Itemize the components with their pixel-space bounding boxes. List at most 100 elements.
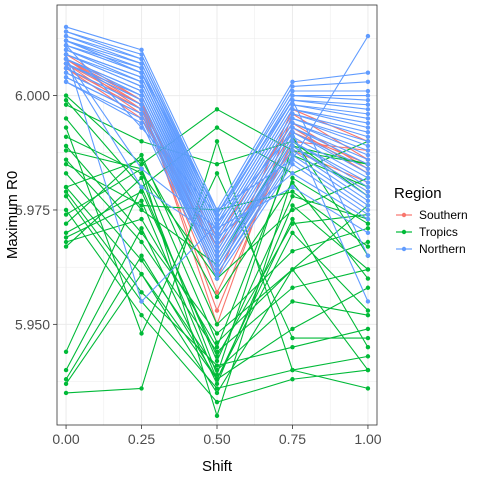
data-point-tropics	[63, 349, 69, 354]
data-point-northern	[214, 258, 220, 263]
data-point-tropics	[365, 285, 371, 290]
data-point-tropics	[290, 367, 295, 373]
data-point-northern	[214, 267, 220, 272]
data-point-northern	[365, 93, 371, 98]
data-point-northern	[365, 157, 371, 162]
data-point-northern	[365, 33, 371, 39]
data-point-tropics	[290, 248, 295, 254]
data-point-tropics	[63, 157, 69, 162]
data-point-northern	[365, 198, 371, 204]
data-point-tropics	[139, 230, 144, 236]
y-tick-label: 5.950	[15, 316, 50, 332]
data-point-tropics	[63, 102, 69, 107]
data-point-northern	[139, 65, 144, 71]
data-point-northern	[365, 175, 371, 181]
data-point-tropics	[63, 171, 69, 176]
data-point-northern	[290, 148, 295, 153]
data-point-northern	[365, 79, 371, 85]
data-point-tropics	[290, 267, 295, 272]
data-point-northern	[63, 24, 69, 30]
data-point-tropics	[214, 340, 220, 345]
data-point-tropics	[365, 267, 371, 272]
data-point-northern	[365, 207, 371, 213]
data-point-tropics	[290, 207, 295, 213]
data-point-tropics	[214, 107, 220, 112]
data-point-tropics	[290, 180, 295, 185]
data-point-northern	[63, 38, 69, 43]
data-point-northern	[365, 166, 371, 171]
data-point-southern	[214, 290, 220, 295]
data-point-tropics	[290, 377, 295, 382]
data-point-northern	[365, 129, 371, 135]
data-point-northern	[214, 207, 220, 213]
data-point-tropics	[290, 326, 295, 332]
data-point-northern	[139, 52, 144, 57]
data-point-northern	[214, 230, 220, 236]
data-point-tropics	[139, 216, 144, 222]
data-point-northern	[365, 216, 371, 222]
data-point-tropics	[365, 335, 371, 341]
legend-label-tropics: Tropics	[419, 225, 458, 239]
data-point-northern	[63, 61, 69, 66]
data-point-northern	[290, 111, 295, 117]
data-point-northern	[214, 235, 220, 240]
data-point-northern	[139, 116, 144, 121]
data-point-northern	[139, 107, 144, 112]
data-point-northern	[139, 61, 144, 66]
data-point-tropics	[63, 230, 69, 236]
data-point-tropics	[139, 226, 144, 231]
data-point-tropics	[214, 162, 220, 167]
data-point-northern	[290, 157, 295, 162]
data-point-tropics	[63, 390, 69, 396]
data-point-northern	[139, 120, 144, 126]
data-point-northern	[139, 84, 144, 89]
data-point-tropics	[290, 221, 295, 226]
data-point-tropics	[214, 413, 220, 419]
data-point-northern	[63, 79, 69, 85]
data-point-tropics	[63, 235, 69, 240]
data-point-northern	[214, 248, 220, 254]
data-point-northern	[365, 97, 371, 103]
data-point-tropics	[139, 312, 144, 318]
data-point-northern	[290, 143, 295, 149]
data-point-northern	[139, 88, 144, 94]
data-point-tropics	[365, 326, 371, 332]
data-point-northern	[214, 244, 220, 249]
data-point-northern	[63, 65, 69, 71]
data-point-tropics	[139, 207, 144, 213]
data-point-tropics	[139, 253, 144, 258]
x-tick-label: 0.00	[52, 431, 79, 447]
data-point-northern	[365, 111, 371, 117]
data-point-tropics	[139, 175, 144, 181]
data-point-northern	[365, 152, 371, 158]
data-point-tropics	[63, 221, 69, 226]
data-point-northern	[365, 171, 371, 176]
data-point-northern	[63, 29, 69, 34]
data-point-northern	[214, 239, 220, 245]
data-point-northern	[214, 253, 220, 258]
data-point-northern	[63, 70, 69, 75]
data-point-tropics	[214, 390, 220, 396]
data-point-tropics	[63, 244, 69, 249]
data-point-tropics	[214, 354, 220, 359]
data-point-tropics	[139, 171, 144, 176]
data-point-tropics	[139, 189, 144, 194]
data-point-tropics	[139, 162, 144, 167]
data-point-tropics	[290, 299, 295, 304]
data-point-northern	[214, 226, 220, 231]
data-point-northern	[139, 111, 144, 117]
legend-key-point-northern	[401, 246, 407, 252]
x-tick-label: 0.50	[203, 431, 230, 447]
data-point-northern	[139, 102, 144, 107]
data-point-tropics	[214, 171, 220, 176]
data-point-tropics	[290, 335, 295, 341]
data-point-northern	[365, 134, 371, 139]
data-point-tropics	[139, 198, 144, 204]
data-point-tropics	[290, 203, 295, 208]
data-point-tropics	[63, 377, 69, 382]
data-point-northern	[139, 299, 144, 304]
data-point-tropics	[214, 358, 220, 364]
legend: Region Southern Tropics Northern	[394, 185, 468, 256]
data-point-northern	[365, 230, 371, 236]
data-point-tropics	[290, 194, 295, 199]
